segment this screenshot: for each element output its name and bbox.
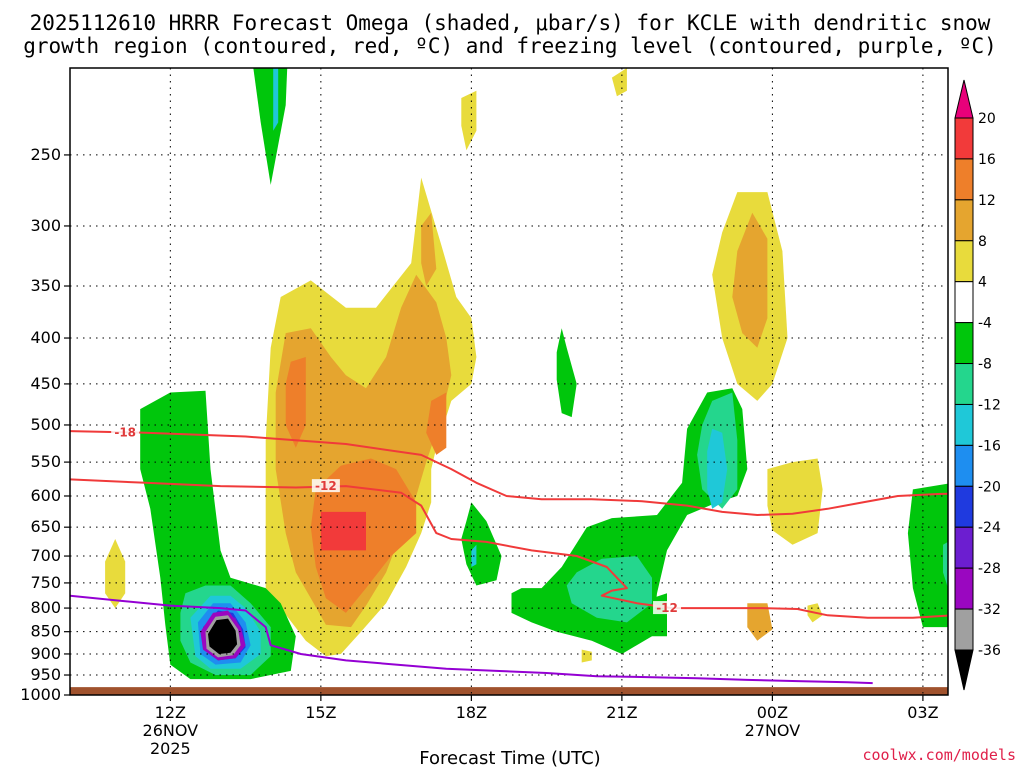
omega-area-up36-37 xyxy=(208,618,238,654)
colorbar-box-7 xyxy=(954,363,974,405)
colorbar-label-0: 20 xyxy=(978,111,996,127)
omega-area-down8-11 xyxy=(732,212,768,348)
omega-area-down4-3 xyxy=(611,68,627,97)
colorbar-box-5 xyxy=(954,281,974,324)
x-tick-year-12Z: 2025 xyxy=(150,739,191,758)
contour-0 xyxy=(70,430,948,516)
x-tick-date-12Z: 26NOV xyxy=(143,721,199,740)
x-tick-label-15Z: 15Z xyxy=(305,703,336,722)
plot-area: -18 -12 -12 xyxy=(70,68,948,695)
colorbar-label-1: 16 xyxy=(978,152,996,168)
y-tick-label-250: 250 xyxy=(30,145,61,164)
y-tick-label-300: 300 xyxy=(30,216,61,235)
colorbar-box-10 xyxy=(954,485,974,528)
site-credit[interactable]: coolwx.com/models xyxy=(862,746,1016,764)
colorbar-box-6 xyxy=(954,322,974,365)
colorbar-label-6: -8 xyxy=(978,357,992,373)
y-tick-label-1000: 1000 xyxy=(20,685,61,704)
colorbar-label-8: -16 xyxy=(978,438,1001,454)
contour-3 xyxy=(70,594,873,685)
colorbar-label-4: 4 xyxy=(978,275,987,291)
colorbar-label-10: -24 xyxy=(978,520,1001,536)
y-tick-label-700: 700 xyxy=(30,546,61,565)
contour-label-1: -12 xyxy=(315,479,337,493)
colorbar-label-11: -28 xyxy=(978,561,1001,577)
colorbar-top-arrow xyxy=(954,79,974,119)
colorbar-label-3: 8 xyxy=(978,234,987,250)
contour-label-2: -12 xyxy=(656,601,678,615)
omega-area-down12-13 xyxy=(285,357,306,448)
plot-frame xyxy=(69,67,949,696)
colorbar-box-8 xyxy=(954,403,974,446)
contour-1 xyxy=(70,478,948,619)
y-tick-label-950: 950 xyxy=(30,665,61,684)
y-tick-label-350: 350 xyxy=(30,276,61,295)
omega-area-down4-6 xyxy=(581,649,592,663)
omega-shading-layer xyxy=(70,68,948,695)
omega-area-down16-16 xyxy=(320,511,366,551)
omega-area-up8-26 xyxy=(943,541,948,589)
y-tick-label-650: 650 xyxy=(30,517,61,536)
colorbar-label-12: -32 xyxy=(978,602,1001,618)
colorbar-box-11 xyxy=(954,526,974,569)
y-tick-label-850: 850 xyxy=(30,622,61,641)
colorbar-box-1 xyxy=(954,117,974,160)
omega-area-up12-30 xyxy=(707,428,728,509)
x-axis-label: Forecast Time (UTC) xyxy=(419,748,600,768)
omega-area-down4-4 xyxy=(767,458,823,545)
contour-label-bg-0 xyxy=(111,425,140,439)
omega-area-up8-25 xyxy=(566,556,652,623)
omega-area-up12-31 xyxy=(273,68,279,131)
colorbar-box-2 xyxy=(954,158,974,201)
contour-label-bg-1 xyxy=(311,479,340,493)
colorbar-bottom-arrow xyxy=(954,649,974,691)
y-axis-ticks: 250 300 350 400 450 500 550 600 650 700 750 800 850 9… xyxy=(20,145,70,704)
omega-area-up4-19 xyxy=(556,328,577,418)
x-tick-label-00Z: 00Z xyxy=(757,703,788,722)
y-tick-label-750: 750 xyxy=(30,573,61,592)
x-tick-date-00Z: 27NOV xyxy=(745,721,801,740)
colorbar: 20 16 12 8 4 -4 -8 -12 -16 -20 -24 -28 -32 -36 xyxy=(954,79,1001,691)
colorbar-box-12 xyxy=(954,567,974,610)
colorbar-box-4 xyxy=(954,240,974,283)
y-tick-label-450: 450 xyxy=(30,374,61,393)
contour-label-0: -18 xyxy=(114,426,136,440)
colorbar-label-5: -4 xyxy=(978,316,992,332)
dotted-grid xyxy=(70,68,948,695)
surface-ground xyxy=(70,687,948,695)
x-tick-label-03Z: 03Z xyxy=(907,703,938,722)
colorbar-label-9: -20 xyxy=(978,479,1001,495)
contour-label-bg-2 xyxy=(653,601,682,615)
omega-area-down8-10 xyxy=(421,212,437,286)
omega-area-up4-18 xyxy=(253,68,288,185)
y-tick-label-550: 550 xyxy=(30,452,61,471)
colorbar-label-7: -12 xyxy=(978,397,1001,413)
y-tick-label-800: 800 xyxy=(30,598,61,617)
contour-labels: -18 -12 -12 xyxy=(111,425,682,615)
chart-title-line2: growth region (contoured, red, ºC) and f… xyxy=(23,34,997,58)
colorbar-box-3 xyxy=(954,199,974,242)
colorbar-box-13 xyxy=(954,608,974,651)
colorbar-label-13: -36 xyxy=(978,643,1001,659)
x-tick-label-21Z: 21Z xyxy=(606,703,637,722)
x-tick-label-12Z: 12Z xyxy=(155,703,186,722)
omega-area-down12-15 xyxy=(426,392,447,455)
y-tick-label-500: 500 xyxy=(30,415,61,434)
omega-area-up4-23 xyxy=(907,483,948,628)
y-tick-label-600: 600 xyxy=(30,486,61,505)
x-tick-label-18Z: 18Z xyxy=(456,703,487,722)
y-tick-label-900: 900 xyxy=(30,644,61,663)
colorbar-label-2: 12 xyxy=(978,193,996,209)
contour-layer xyxy=(70,430,948,685)
chart-title-line1: 2025112610 HRRR Forecast Omega (shaded, … xyxy=(30,11,991,35)
omega-area-down4-2 xyxy=(461,90,477,151)
y-tick-label-400: 400 xyxy=(30,328,61,347)
colorbar-box-9 xyxy=(954,444,974,487)
